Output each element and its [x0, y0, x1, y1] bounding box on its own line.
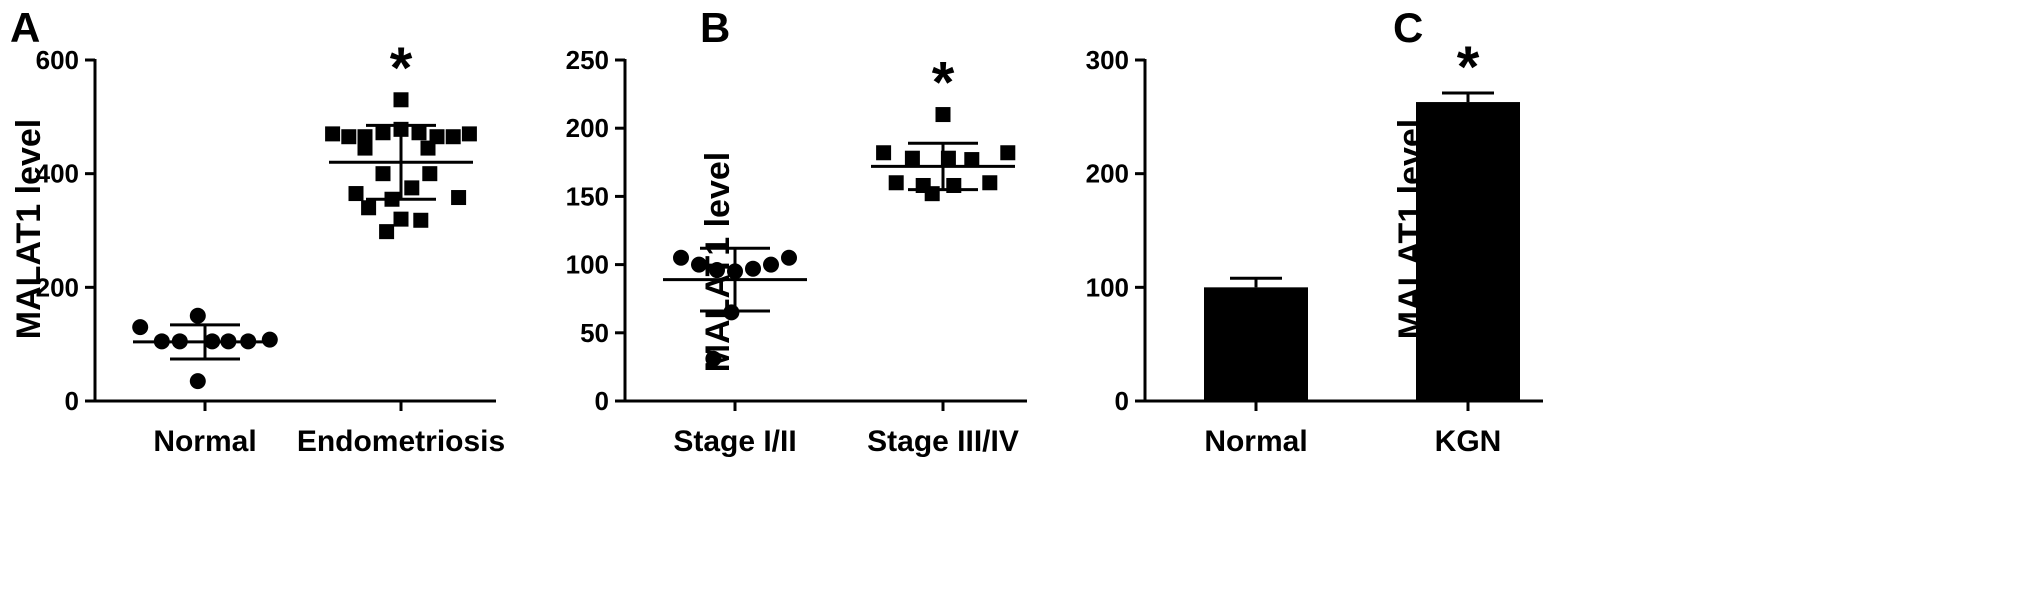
- data-point-square: [357, 140, 373, 156]
- data-point-circle: [132, 319, 149, 336]
- y-tick-label: 250: [566, 45, 609, 75]
- data-point-square: [904, 150, 920, 166]
- data-point-circle: [745, 260, 761, 277]
- data-point-square: [411, 125, 427, 141]
- x-category-label: KGN: [1435, 425, 1502, 458]
- bar: [1416, 102, 1520, 401]
- x-category-label: Stage III/IV: [867, 425, 1019, 458]
- y-tick-label: 400: [36, 159, 79, 189]
- data-point-circle: [781, 249, 797, 266]
- data-point-square: [404, 180, 420, 196]
- data-point-circle: [189, 307, 206, 324]
- data-point-square: [375, 166, 391, 182]
- y-tick-label: 300: [1086, 45, 1129, 75]
- y-tick-label: 200: [36, 272, 79, 302]
- data-point-square: [348, 186, 364, 202]
- data-point-square: [393, 211, 409, 227]
- y-tick-label: 200: [1086, 159, 1129, 189]
- data-point-square: [357, 129, 373, 145]
- data-point-square: [341, 129, 357, 145]
- data-point-square: [935, 107, 951, 123]
- y-tick-label: 100: [1086, 272, 1129, 302]
- significance-marker: *: [390, 36, 413, 101]
- data-point-circle: [705, 350, 722, 367]
- data-point-square: [1000, 145, 1016, 161]
- data-point-square: [964, 152, 980, 168]
- significance-marker: *: [932, 51, 955, 116]
- data-point-square: [361, 200, 377, 216]
- y-tick-label: 0: [1115, 386, 1129, 416]
- data-point-square: [445, 129, 461, 145]
- data-point-square: [379, 224, 395, 240]
- data-point-square: [982, 175, 998, 191]
- significance-marker: *: [1457, 35, 1480, 100]
- x-category-label: Normal: [153, 425, 256, 458]
- panel-label-c: C: [1393, 4, 1423, 51]
- data-point-square: [876, 145, 892, 161]
- data-point-circle: [261, 331, 278, 348]
- panel-label-b: B: [700, 4, 730, 51]
- plot-area-b: 0 50 100 150 200 250 Stage I/II Stage III/IV *: [566, 45, 1027, 458]
- data-point-square: [420, 140, 436, 156]
- data-point-square: [375, 125, 391, 141]
- data-point-square: [325, 126, 341, 142]
- y-tick-label: 0: [65, 386, 79, 416]
- y-tick-label: 600: [36, 45, 79, 75]
- bar: [1204, 287, 1308, 401]
- y-tick-label: 0: [595, 386, 609, 416]
- y-axis-title-a: MALAT1 level: [10, 119, 48, 339]
- plot-area-c: 0 100 200 300 Normal KGN *: [1086, 35, 1543, 458]
- y-tick-label: 150: [566, 181, 609, 211]
- x-category-label: Stage I/II: [673, 425, 796, 458]
- data-point-square: [888, 175, 904, 191]
- panel-a: A MALAT1 level 0 200 400 600 Normal Endometri…: [10, 4, 505, 458]
- data-point-square: [413, 212, 429, 228]
- data-point-circle: [673, 249, 689, 266]
- panel-label-a: A: [10, 4, 40, 51]
- plot-area-a: 0 200 400 600 Normal Endometriosis *: [36, 36, 506, 458]
- x-category-label: Endometriosis: [297, 425, 505, 458]
- data-point-square: [429, 129, 445, 145]
- data-point-square: [451, 190, 467, 206]
- y-tick-label: 200: [566, 113, 609, 143]
- data-point-circle: [709, 262, 725, 279]
- x-category-label: Normal: [1204, 425, 1307, 458]
- data-point-square: [940, 150, 956, 166]
- data-point-circle: [691, 256, 707, 273]
- y-tick-label: 50: [580, 318, 609, 348]
- data-point-circle: [189, 373, 206, 390]
- y-tick-label: 100: [566, 250, 609, 280]
- data-point-square: [422, 166, 438, 182]
- data-point-square: [461, 126, 477, 142]
- data-point-square: [393, 92, 409, 108]
- data-point-circle: [763, 256, 779, 273]
